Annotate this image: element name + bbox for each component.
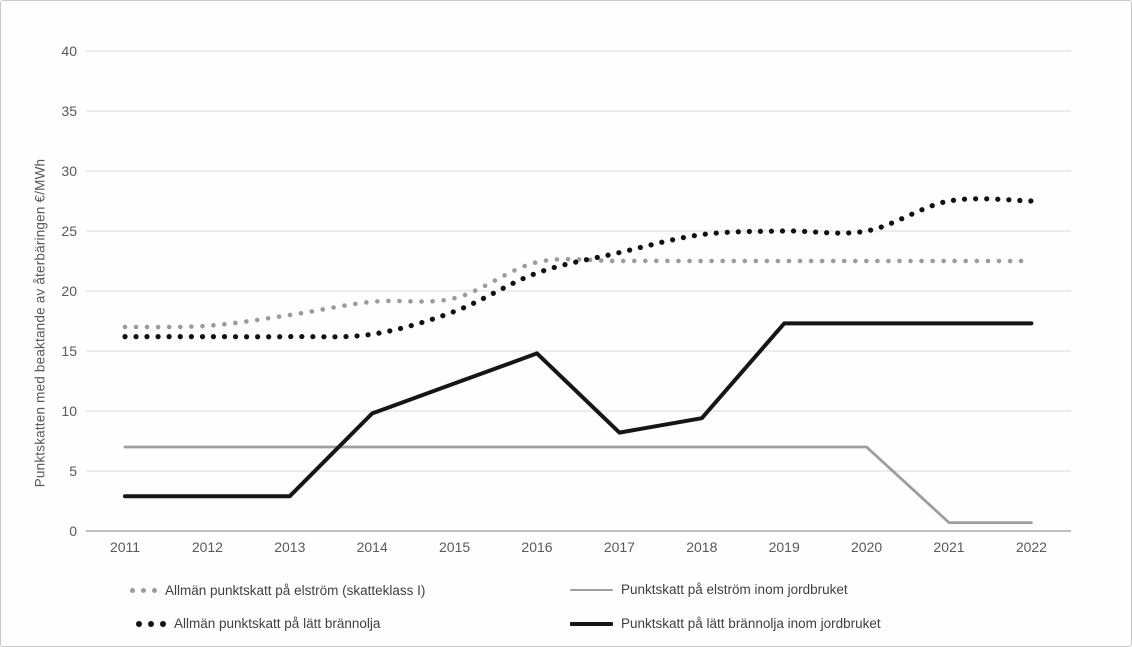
legend-dot [130, 588, 135, 593]
y-tick-label: 0 [69, 523, 77, 539]
y-tick-label: 5 [69, 463, 77, 479]
y-tick-label: 15 [61, 343, 77, 359]
legend-label: Punktskatt på lätt brännolja inom jordbr… [621, 616, 881, 631]
legend-item-allman-punktskatt-elstrom: Allmän punktskatt på elström (skatteklas… [130, 583, 425, 598]
x-tick-label: 2014 [357, 539, 388, 555]
y-tick-label: 20 [61, 283, 77, 299]
legend-dot [141, 588, 146, 593]
x-tick-label: 2020 [851, 539, 882, 555]
legend-dot [152, 588, 157, 593]
x-tick-label: 2019 [769, 539, 800, 555]
y-tick-label: 10 [61, 403, 77, 419]
legend-dot [136, 620, 142, 627]
series-line-allman-punktskatt-elstrom [122, 256, 1034, 330]
x-tick-label: 2021 [933, 539, 964, 555]
x-tick-label: 2018 [686, 539, 717, 555]
y-tick-label: 35 [61, 103, 77, 119]
x-tick-label: 2013 [274, 539, 305, 555]
y-tick-label: 40 [61, 43, 77, 59]
legend-marker-solid [570, 621, 613, 626]
legend-item-punktskatt-elstrom-jordbruket: Punktskatt på elström inom jordbruket [570, 582, 848, 597]
legend-dot [160, 620, 166, 627]
x-tick-label: 2012 [192, 539, 223, 555]
legend-item-punktskatt-latt-brannolja-jordbruket: Punktskatt på lätt brännolja inom jordbr… [570, 616, 881, 631]
x-tick-label: 2015 [439, 539, 470, 555]
legend-marker-dotted [130, 588, 157, 593]
series-line-allman-punktskatt-latt-brannolja [122, 196, 1034, 340]
y-tick-label: 25 [61, 223, 77, 239]
legend-marker-dotted [136, 620, 166, 627]
series-line-punktskatt-elstrom-jordbruket [123, 445, 1033, 524]
x-tick-label: 2011 [110, 539, 140, 555]
y-tick-label: 30 [61, 163, 77, 179]
legend-item-allman-punktskatt-latt-brannolja: Allmän punktskatt på lätt brännolja [136, 616, 380, 631]
series-line-punktskatt-latt-brannolja-jordbruket [123, 321, 1034, 499]
x-tick-label: 2017 [604, 539, 635, 555]
legend-dot [148, 620, 154, 627]
legend-marker-solid [570, 588, 613, 591]
legend-label: Allmän punktskatt på elström (skatteklas… [165, 583, 426, 598]
x-tick-label: 2016 [521, 539, 552, 555]
x-tick-label: 2022 [1016, 539, 1047, 555]
legend-label: Allmän punktskatt på lätt brännolja [174, 616, 381, 631]
legend-label: Punktskatt på elström inom jordbruket [621, 582, 848, 597]
